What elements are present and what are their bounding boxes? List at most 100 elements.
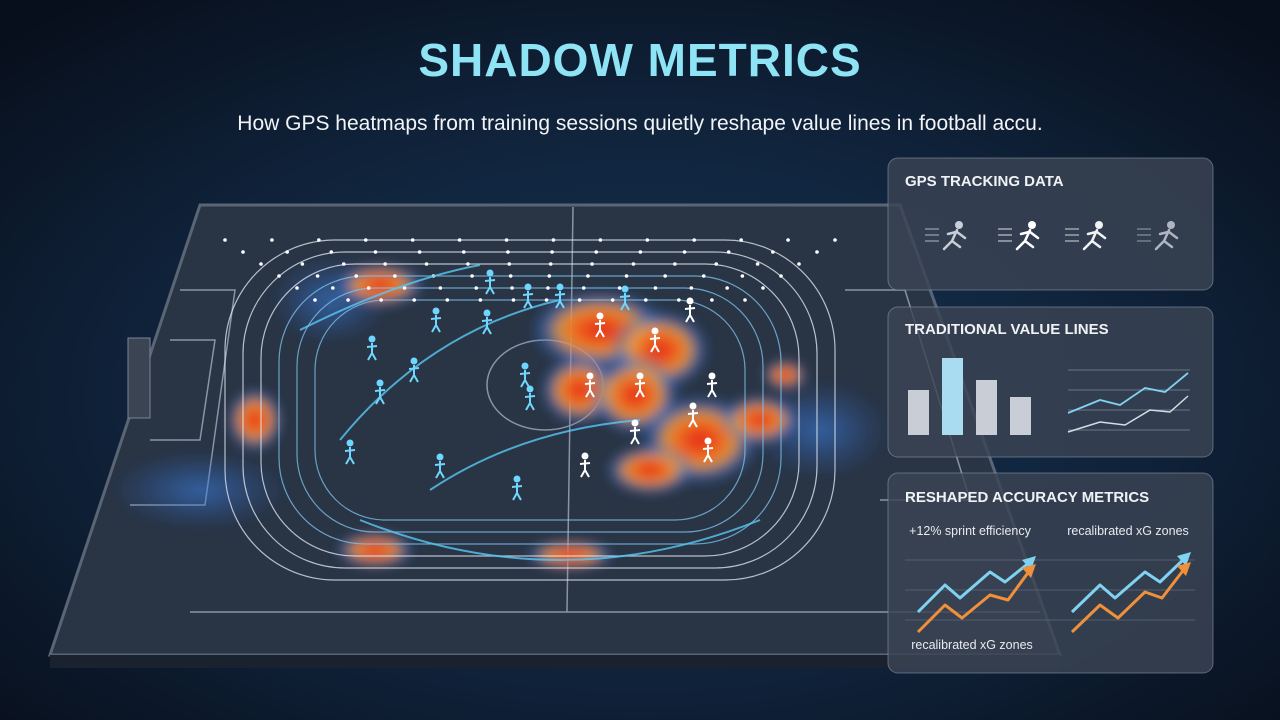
player-body <box>366 343 378 361</box>
player-body <box>481 317 493 335</box>
player-body <box>594 320 606 338</box>
track-point <box>300 262 305 266</box>
track-line <box>260 263 800 557</box>
arrow-head <box>1022 564 1036 578</box>
heat-blob <box>605 445 695 495</box>
arrow-head <box>1177 562 1191 576</box>
track-point <box>277 274 281 278</box>
title: SHADOW METRICS <box>418 34 861 86</box>
track-point <box>366 286 371 290</box>
run-path <box>339 299 561 441</box>
player-head <box>410 357 418 365</box>
track-point <box>673 262 677 266</box>
player-head <box>586 372 594 380</box>
track-point <box>511 298 516 302</box>
player-head <box>526 385 534 393</box>
mini-line <box>1067 372 1189 414</box>
track-point <box>424 262 429 266</box>
track-point <box>329 250 334 254</box>
player-body <box>702 445 714 463</box>
runner-head <box>1167 221 1175 229</box>
track-point <box>653 286 658 290</box>
track-point <box>631 262 636 266</box>
track-point <box>466 262 470 266</box>
track-point <box>363 238 368 242</box>
heatmap <box>110 255 890 570</box>
track-line <box>242 251 818 569</box>
goal-box <box>150 339 216 441</box>
track-point <box>663 274 667 278</box>
player-head <box>486 269 494 277</box>
player-head <box>708 372 716 380</box>
player-head <box>346 439 354 447</box>
track-point <box>457 238 462 242</box>
track-point <box>586 274 590 278</box>
player-body <box>434 461 446 479</box>
player-head <box>686 297 694 305</box>
track-point <box>551 238 556 242</box>
track-point <box>547 274 552 278</box>
track-point <box>313 298 317 302</box>
player-body <box>519 370 531 388</box>
track-point <box>461 250 466 254</box>
track-point <box>617 286 622 290</box>
player-head <box>521 362 529 370</box>
player-body <box>430 315 442 333</box>
player-body <box>374 387 386 405</box>
track-point <box>478 298 483 302</box>
player-head <box>596 312 604 320</box>
track-point <box>797 262 801 266</box>
track-point <box>739 238 743 242</box>
player-body <box>629 427 641 445</box>
runner-body <box>1154 228 1179 251</box>
track-point <box>689 286 694 290</box>
runner-head <box>1028 221 1036 229</box>
player-body <box>634 380 646 398</box>
player-body <box>649 335 661 353</box>
track-point <box>259 262 263 266</box>
track-point <box>315 274 320 278</box>
track-point <box>786 238 790 242</box>
track-point <box>677 298 681 302</box>
track-point <box>223 238 227 242</box>
panel-title: TRADITIONAL VALUE LINES <box>905 321 1109 338</box>
heat-blob <box>720 395 800 445</box>
player-body <box>684 305 696 323</box>
track-point <box>507 262 512 266</box>
track-point <box>241 250 245 254</box>
traditional-panel: TRADITIONAL VALUE LINES <box>887 306 1214 458</box>
player-body <box>524 393 536 411</box>
panel-box <box>887 472 1214 674</box>
heat-blob <box>525 540 615 570</box>
track-line <box>278 275 782 545</box>
track-point <box>815 250 819 254</box>
mini-line <box>1067 395 1189 433</box>
track-point <box>726 250 731 254</box>
track-point <box>393 274 397 278</box>
runner-body <box>1082 228 1107 251</box>
runner-body <box>942 228 967 251</box>
track-point <box>295 286 299 290</box>
track-point <box>755 262 760 266</box>
track-point <box>594 250 599 254</box>
heat-blob <box>227 388 283 452</box>
track-line <box>314 299 746 521</box>
panel-title: RESHAPED ACCURACY METRICS <box>905 489 1149 506</box>
player-head <box>513 475 521 483</box>
track-point <box>833 238 837 242</box>
trend-arrow <box>1070 556 1187 614</box>
player-head <box>556 283 564 291</box>
track-point <box>714 262 719 266</box>
track-point <box>504 238 509 242</box>
track-line <box>224 239 836 581</box>
goal <box>127 337 151 419</box>
heat-blob <box>110 450 290 530</box>
pitch-edge <box>50 655 1060 668</box>
track-point <box>331 286 335 290</box>
track-point <box>417 250 422 254</box>
player-head <box>581 452 589 460</box>
runner-body <box>1015 228 1040 251</box>
